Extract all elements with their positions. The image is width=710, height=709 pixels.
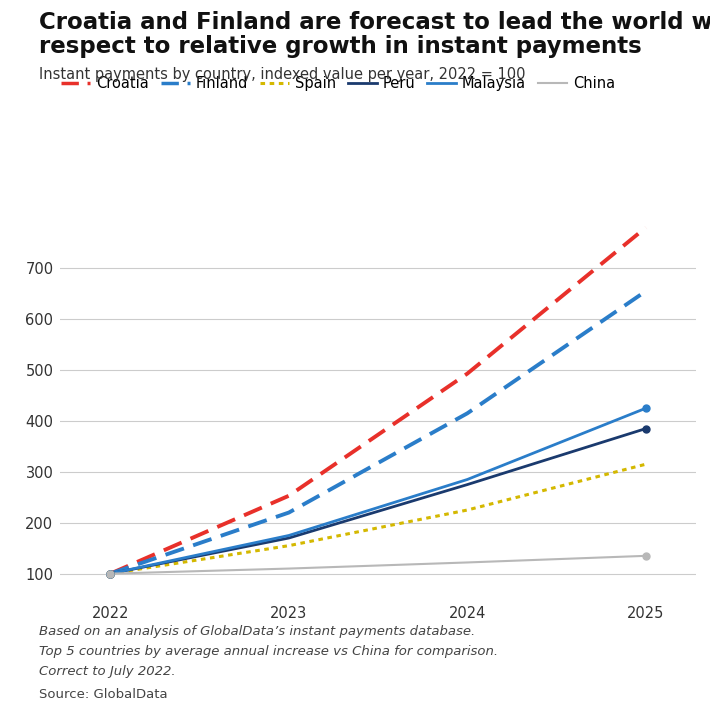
Text: Based on an analysis of GlobalData’s instant payments database.: Based on an analysis of GlobalData’s ins… [39,625,475,638]
Text: Source: GlobalData: Source: GlobalData [39,688,168,701]
Text: Croatia and Finland are forecast to lead the world with: Croatia and Finland are forecast to lead… [39,11,710,33]
Text: Top 5 countries by average annual increase vs China for comparison.: Top 5 countries by average annual increa… [39,645,498,658]
Legend: Croatia, Finland, Spain, Peru, Malaysia, China: Croatia, Finland, Spain, Peru, Malaysia,… [61,77,615,91]
Text: Correct to July 2022.: Correct to July 2022. [39,665,175,678]
Text: respect to relative growth in instant payments: respect to relative growth in instant pa… [39,35,642,57]
Text: Instant payments by country, indexed value per year, 2022 = 100: Instant payments by country, indexed val… [39,67,525,82]
